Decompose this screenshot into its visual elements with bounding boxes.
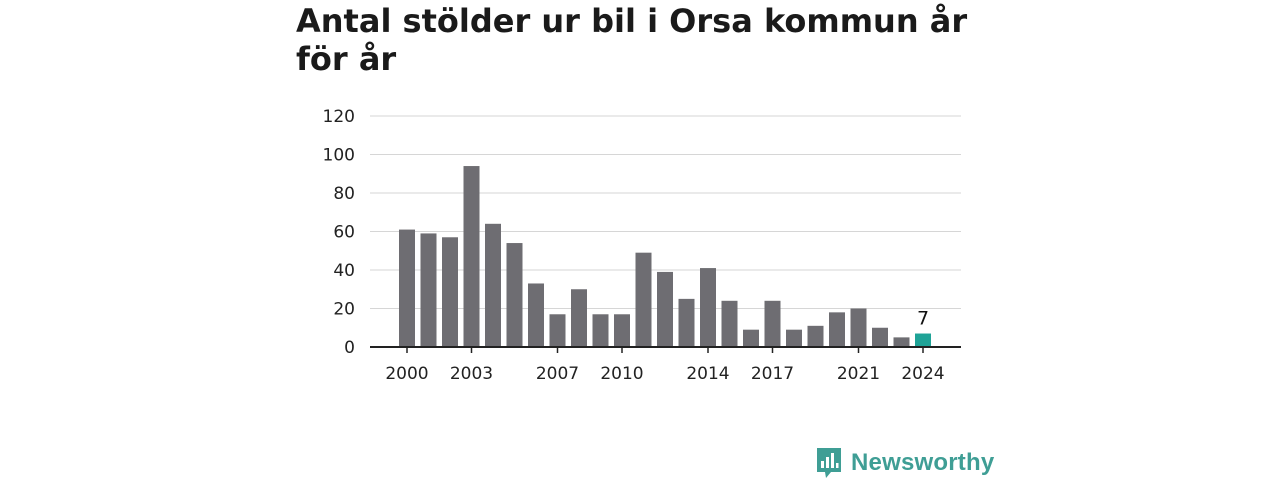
bar-2012 xyxy=(657,271,673,347)
y-tick-label: 20 xyxy=(333,300,355,320)
x-tick-label: 2007 xyxy=(536,364,579,384)
bar-2002 xyxy=(442,237,458,347)
data-label-last: 7 xyxy=(917,308,929,330)
bar-2003 xyxy=(463,166,480,347)
bar-2006 xyxy=(528,283,544,347)
x-tick-label: 2017 xyxy=(751,364,794,384)
bar-2013 xyxy=(678,298,695,347)
y-tick-label: 80 xyxy=(333,184,355,204)
y-tick-label: 0 xyxy=(344,338,355,358)
y-tick-label: 40 xyxy=(333,261,355,281)
bar-2018 xyxy=(786,329,802,347)
bar-2014 xyxy=(700,268,716,347)
bar-2023 xyxy=(893,337,910,347)
bar-2001 xyxy=(420,233,437,347)
y-tick-label: 60 xyxy=(333,223,355,243)
brand-name: Newsworthy xyxy=(851,449,995,476)
bar-2019 xyxy=(807,325,824,347)
y-axis-ticks: 0 20 40 60 80 100 120 xyxy=(323,107,355,358)
y-tick-label: 120 xyxy=(323,107,355,127)
bar-2017 xyxy=(764,300,781,347)
bar-2004 xyxy=(485,223,501,347)
x-tick-label: 2010 xyxy=(600,364,643,384)
bar-2015 xyxy=(721,300,738,347)
x-tick-label: 2003 xyxy=(450,364,493,384)
bar-2007 xyxy=(549,314,566,347)
bar-2016 xyxy=(743,329,759,347)
chart-title: Antal stölder ur bil i Orsa kommun år fö… xyxy=(296,2,968,78)
bar-2000 xyxy=(399,229,415,347)
x-tick-label: 2024 xyxy=(901,364,944,384)
newsworthy-logo-icon xyxy=(817,448,841,478)
x-tick-label: 2014 xyxy=(686,364,729,384)
bar-chart: 0 20 40 60 80 100 120 2000 2003 2007 2010 2014 2017… xyxy=(323,107,961,384)
bar-2020 xyxy=(829,312,845,347)
bar-2021 xyxy=(850,308,867,347)
x-tick-label: 2000 xyxy=(385,364,428,384)
bar-2008 xyxy=(571,289,587,347)
data-labels: 7 xyxy=(917,308,929,330)
x-tick-label: 2021 xyxy=(837,364,880,384)
bar-2024 xyxy=(915,333,931,347)
bar-2005 xyxy=(506,243,523,347)
y-tick-label: 100 xyxy=(323,146,355,166)
bars xyxy=(399,166,931,347)
bar-2010 xyxy=(614,314,630,347)
newsworthy-logo: Newsworthy xyxy=(815,446,994,480)
bar-2009 xyxy=(592,314,609,347)
bar-2022 xyxy=(872,327,888,347)
bar-2011 xyxy=(635,252,652,347)
x-axis-ticks: 2000 2003 2007 2010 2014 2017 2021 2024 xyxy=(385,347,945,384)
